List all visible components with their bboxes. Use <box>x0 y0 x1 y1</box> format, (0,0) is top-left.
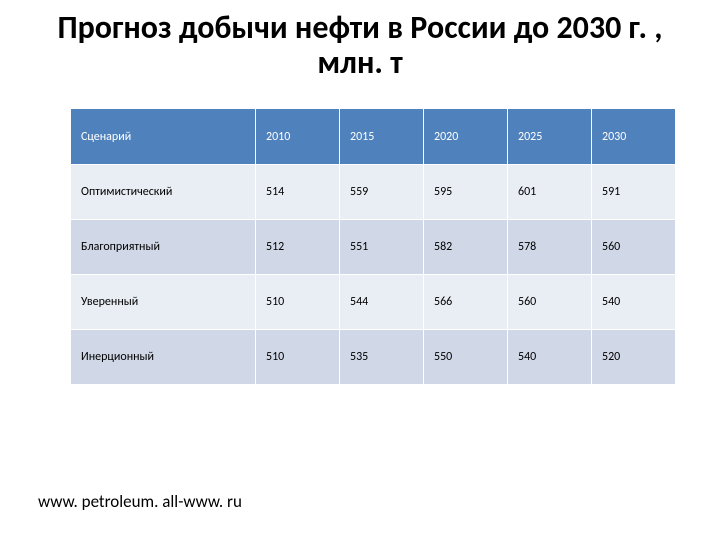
table-cell: Инерционный <box>71 330 256 385</box>
table-cell: 514 <box>256 165 340 220</box>
table-cell: 540 <box>508 330 592 385</box>
table-cell: 578 <box>508 220 592 275</box>
footer-source: www. petroleum. all-www. ru <box>38 491 242 512</box>
forecast-table-wrap: Сценарий 2010 2015 2020 2025 2030 Оптими… <box>70 108 675 385</box>
table-cell: 591 <box>592 165 676 220</box>
table-cell: 544 <box>340 275 424 330</box>
col-header: 2020 <box>424 109 508 165</box>
table-row: Благоприятный 512 551 582 578 560 <box>71 220 676 275</box>
forecast-table: Сценарий 2010 2015 2020 2025 2030 Оптими… <box>70 108 675 385</box>
table-cell: 510 <box>256 330 340 385</box>
table-cell: 582 <box>424 220 508 275</box>
table-row: Оптимистический 514 559 595 601 591 <box>71 165 676 220</box>
table-row: Уверенный 510 544 566 560 540 <box>71 275 676 330</box>
col-header: 2010 <box>256 109 340 165</box>
table-cell: 551 <box>340 220 424 275</box>
table-cell: 560 <box>592 220 676 275</box>
table-cell: 550 <box>424 330 508 385</box>
col-header: Сценарий <box>71 109 256 165</box>
table-cell: 510 <box>256 275 340 330</box>
table-cell: 535 <box>340 330 424 385</box>
table-cell: 559 <box>340 165 424 220</box>
table-cell: 540 <box>592 275 676 330</box>
table-cell: 512 <box>256 220 340 275</box>
table-cell: 601 <box>508 165 592 220</box>
table-cell: 560 <box>508 275 592 330</box>
table-cell: Оптимистический <box>71 165 256 220</box>
col-header: 2030 <box>592 109 676 165</box>
table-cell: 595 <box>424 165 508 220</box>
table-header-row: Сценарий 2010 2015 2020 2025 2030 <box>71 109 676 165</box>
table-cell: 520 <box>592 330 676 385</box>
table-cell: Уверенный <box>71 275 256 330</box>
slide: Прогноз добычи нефти в России до 2030 г.… <box>0 0 720 540</box>
col-header: 2025 <box>508 109 592 165</box>
table-cell: Благоприятный <box>71 220 256 275</box>
page-title: Прогноз добычи нефти в России до 2030 г.… <box>24 10 696 80</box>
table-cell: 566 <box>424 275 508 330</box>
table-row: Инерционный 510 535 550 540 520 <box>71 330 676 385</box>
col-header: 2015 <box>340 109 424 165</box>
